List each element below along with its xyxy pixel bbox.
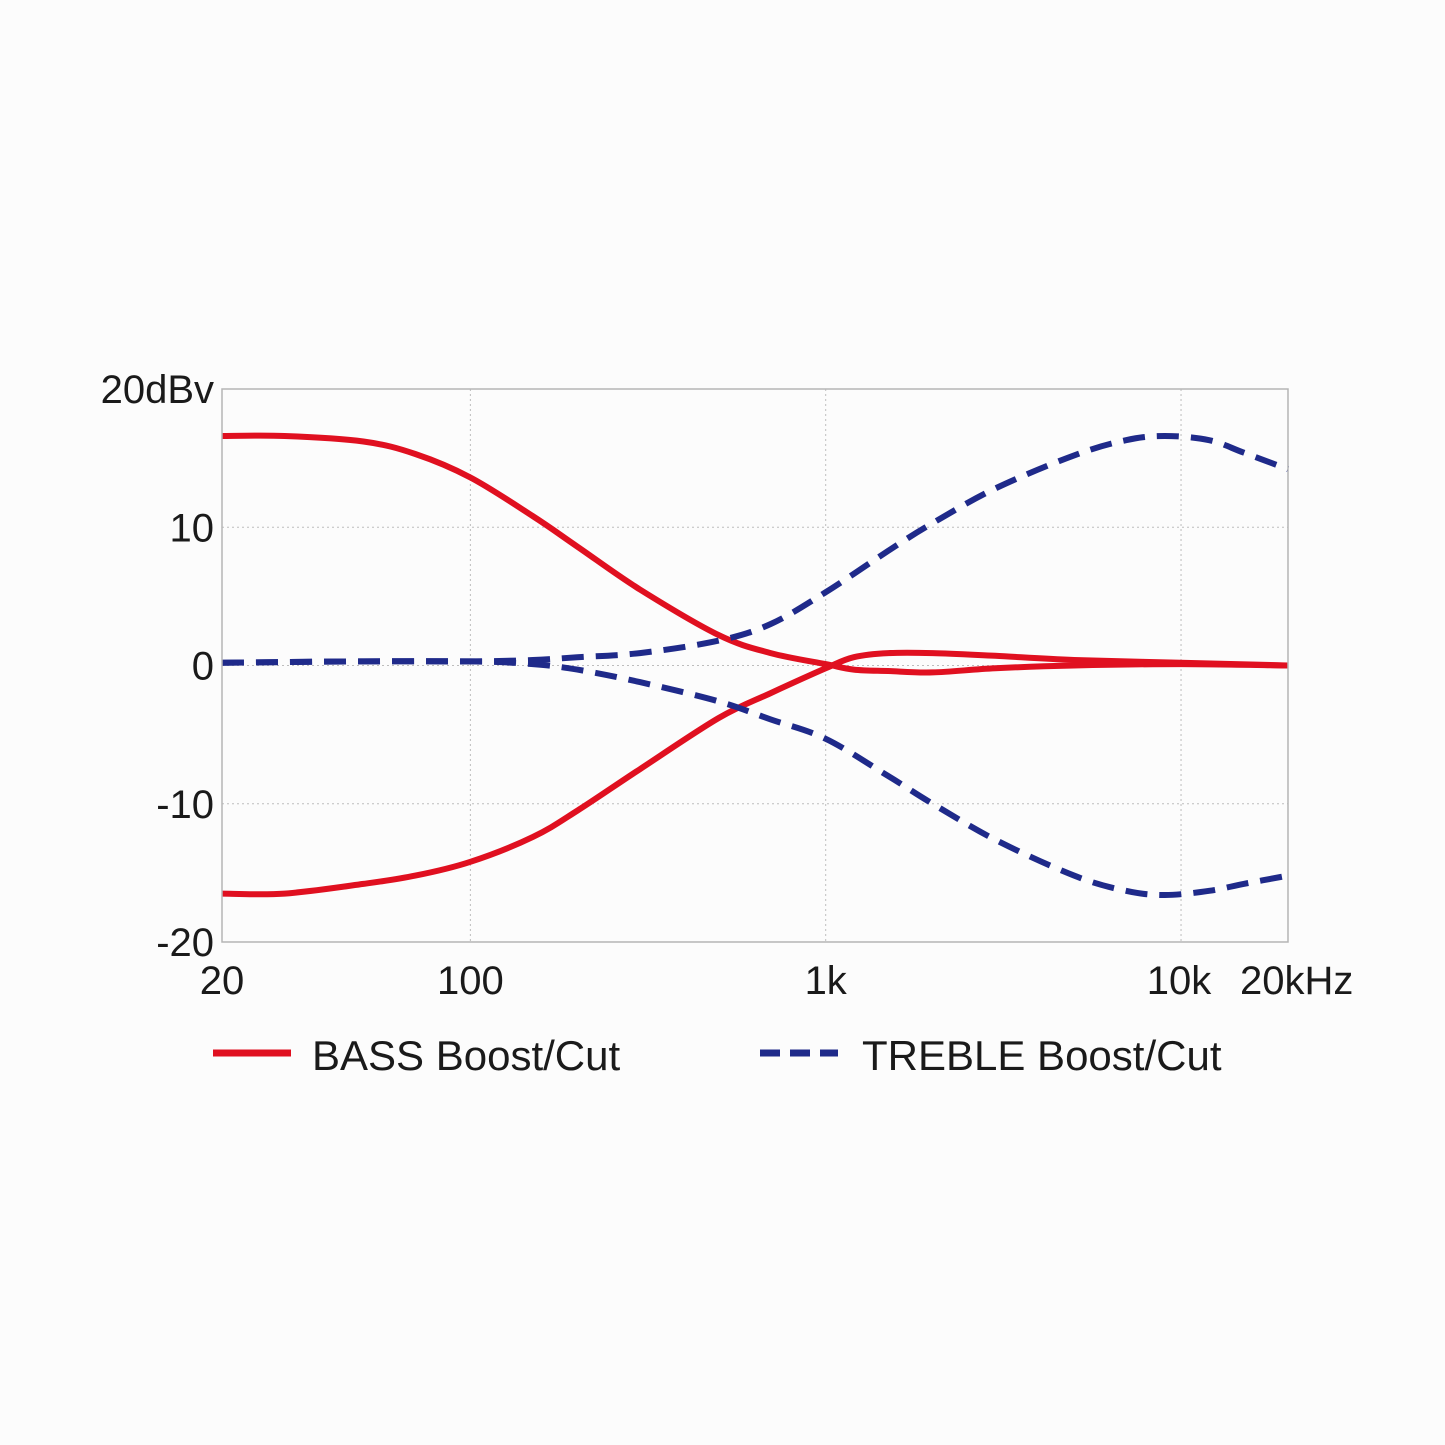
y-tick-label: 10	[170, 506, 215, 550]
y-tick-label: -20	[156, 921, 214, 965]
y-tick-label: -10	[156, 783, 214, 827]
legend-label-treble: TREBLE Boost/Cut	[862, 1032, 1222, 1079]
bass-boost-curve	[221, 432, 1289, 676]
plot-frame	[221, 388, 1289, 943]
x-tick-label: 20	[200, 959, 245, 1003]
treble-cut-curve	[221, 658, 1289, 898]
bass-cut-curve	[221, 649, 1289, 898]
treble-boost-curve	[221, 433, 1290, 666]
legend: BASS Boost/Cut TREBLE Boost/Cut	[213, 1032, 1222, 1079]
y-tick-label: 0	[192, 645, 214, 689]
x-tick-label: 1k	[805, 959, 848, 1003]
legend-label-bass: BASS Boost/Cut	[312, 1032, 620, 1079]
series-layer	[221, 432, 1290, 898]
x-tick-label: 20kHz	[1240, 959, 1353, 1003]
x-tick-label: 100	[437, 959, 504, 1003]
y-tick-label: 20dBv	[101, 368, 214, 412]
x-tick-label: 10k	[1147, 959, 1212, 1003]
